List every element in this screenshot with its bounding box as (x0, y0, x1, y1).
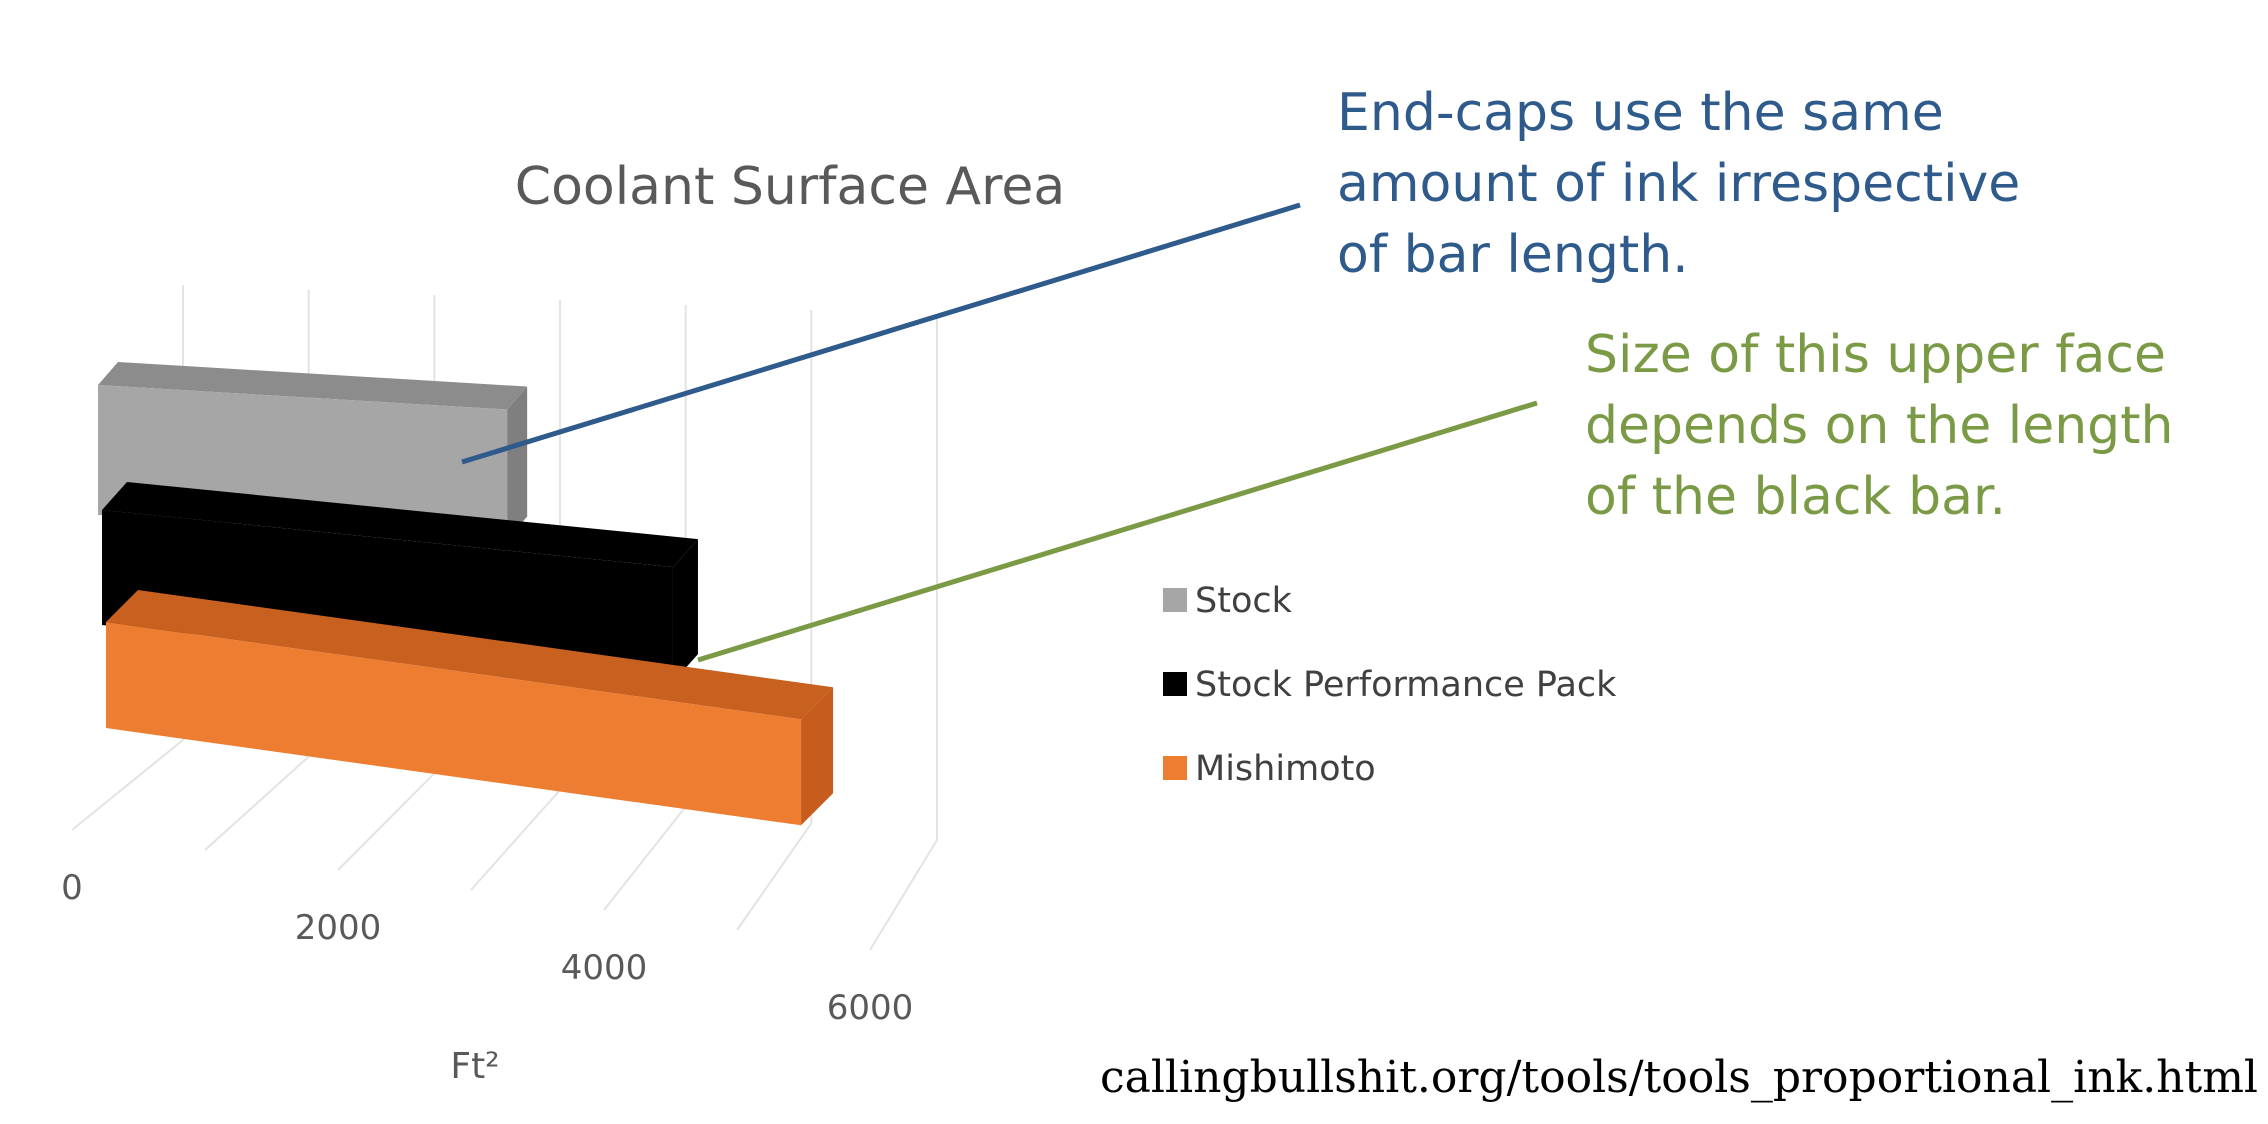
legend-swatch (1163, 756, 1187, 780)
gridline-floor (204, 755, 310, 851)
bar-mishimoto (106, 590, 834, 826)
annotation-pointer-green (697, 400, 1538, 663)
gridline-floor (736, 822, 813, 931)
bar-end-cap (672, 539, 698, 683)
legend-label: Mishimoto (1195, 749, 1376, 789)
annotation-line: of bar length. (1337, 225, 1689, 285)
annotation-pointer-blue (461, 202, 1301, 465)
legend-item: Stock Performance Pack (1163, 665, 1617, 705)
annotation-line: of the black bar. (1585, 467, 2006, 527)
annotation-line: End-caps use the same (1337, 83, 1944, 143)
bar-top-face (98, 362, 528, 410)
x-tick-label: 6000 (827, 988, 914, 1028)
gridline-floor (470, 789, 561, 891)
annotations: End-caps use the same amount of ink irres… (461, 83, 2174, 663)
x-tick-label: 4000 (561, 948, 648, 988)
legend-label: Stock Performance Pack (1195, 665, 1617, 705)
annotation-line: amount of ink irrespective (1337, 154, 2020, 214)
legend-item: Stock (1163, 581, 1293, 621)
bar-top-face (106, 590, 834, 720)
gridline-floor (869, 839, 938, 951)
annotation-line: depends on the length (1585, 396, 2174, 456)
x-axis-label: Ft² (450, 1046, 499, 1087)
bar-top-face (102, 482, 698, 568)
legend-swatch (1163, 672, 1187, 696)
gridline-floor (71, 739, 184, 831)
legend: Stock Stock Performance Pack Mishimoto (1163, 581, 1617, 789)
bars (98, 362, 834, 826)
chart-title: Coolant Surface Area (515, 157, 1065, 217)
legend-item: Mishimoto (1163, 749, 1376, 789)
x-tick-label: 2000 (295, 908, 382, 948)
bar-end-cap (801, 687, 834, 826)
legend-swatch (1163, 588, 1187, 612)
gridline-floor (603, 806, 687, 911)
annotation-line: Size of this upper face (1585, 325, 2166, 385)
source-url: callingbullshit.org/tools/tools_proporti… (1100, 1052, 2258, 1103)
annotation-upper-face: Size of this upper face depends on the le… (697, 325, 2174, 663)
x-tick-label: 0 (61, 868, 83, 908)
bar-front-face (106, 622, 802, 826)
legend-label: Stock (1195, 581, 1293, 621)
tick-labels: 0 2000 4000 6000 (61, 868, 913, 1028)
bar-end-cap (507, 386, 528, 540)
annotation-end-caps: End-caps use the same amount of ink irres… (461, 83, 2020, 465)
gridline-floor (337, 772, 436, 871)
